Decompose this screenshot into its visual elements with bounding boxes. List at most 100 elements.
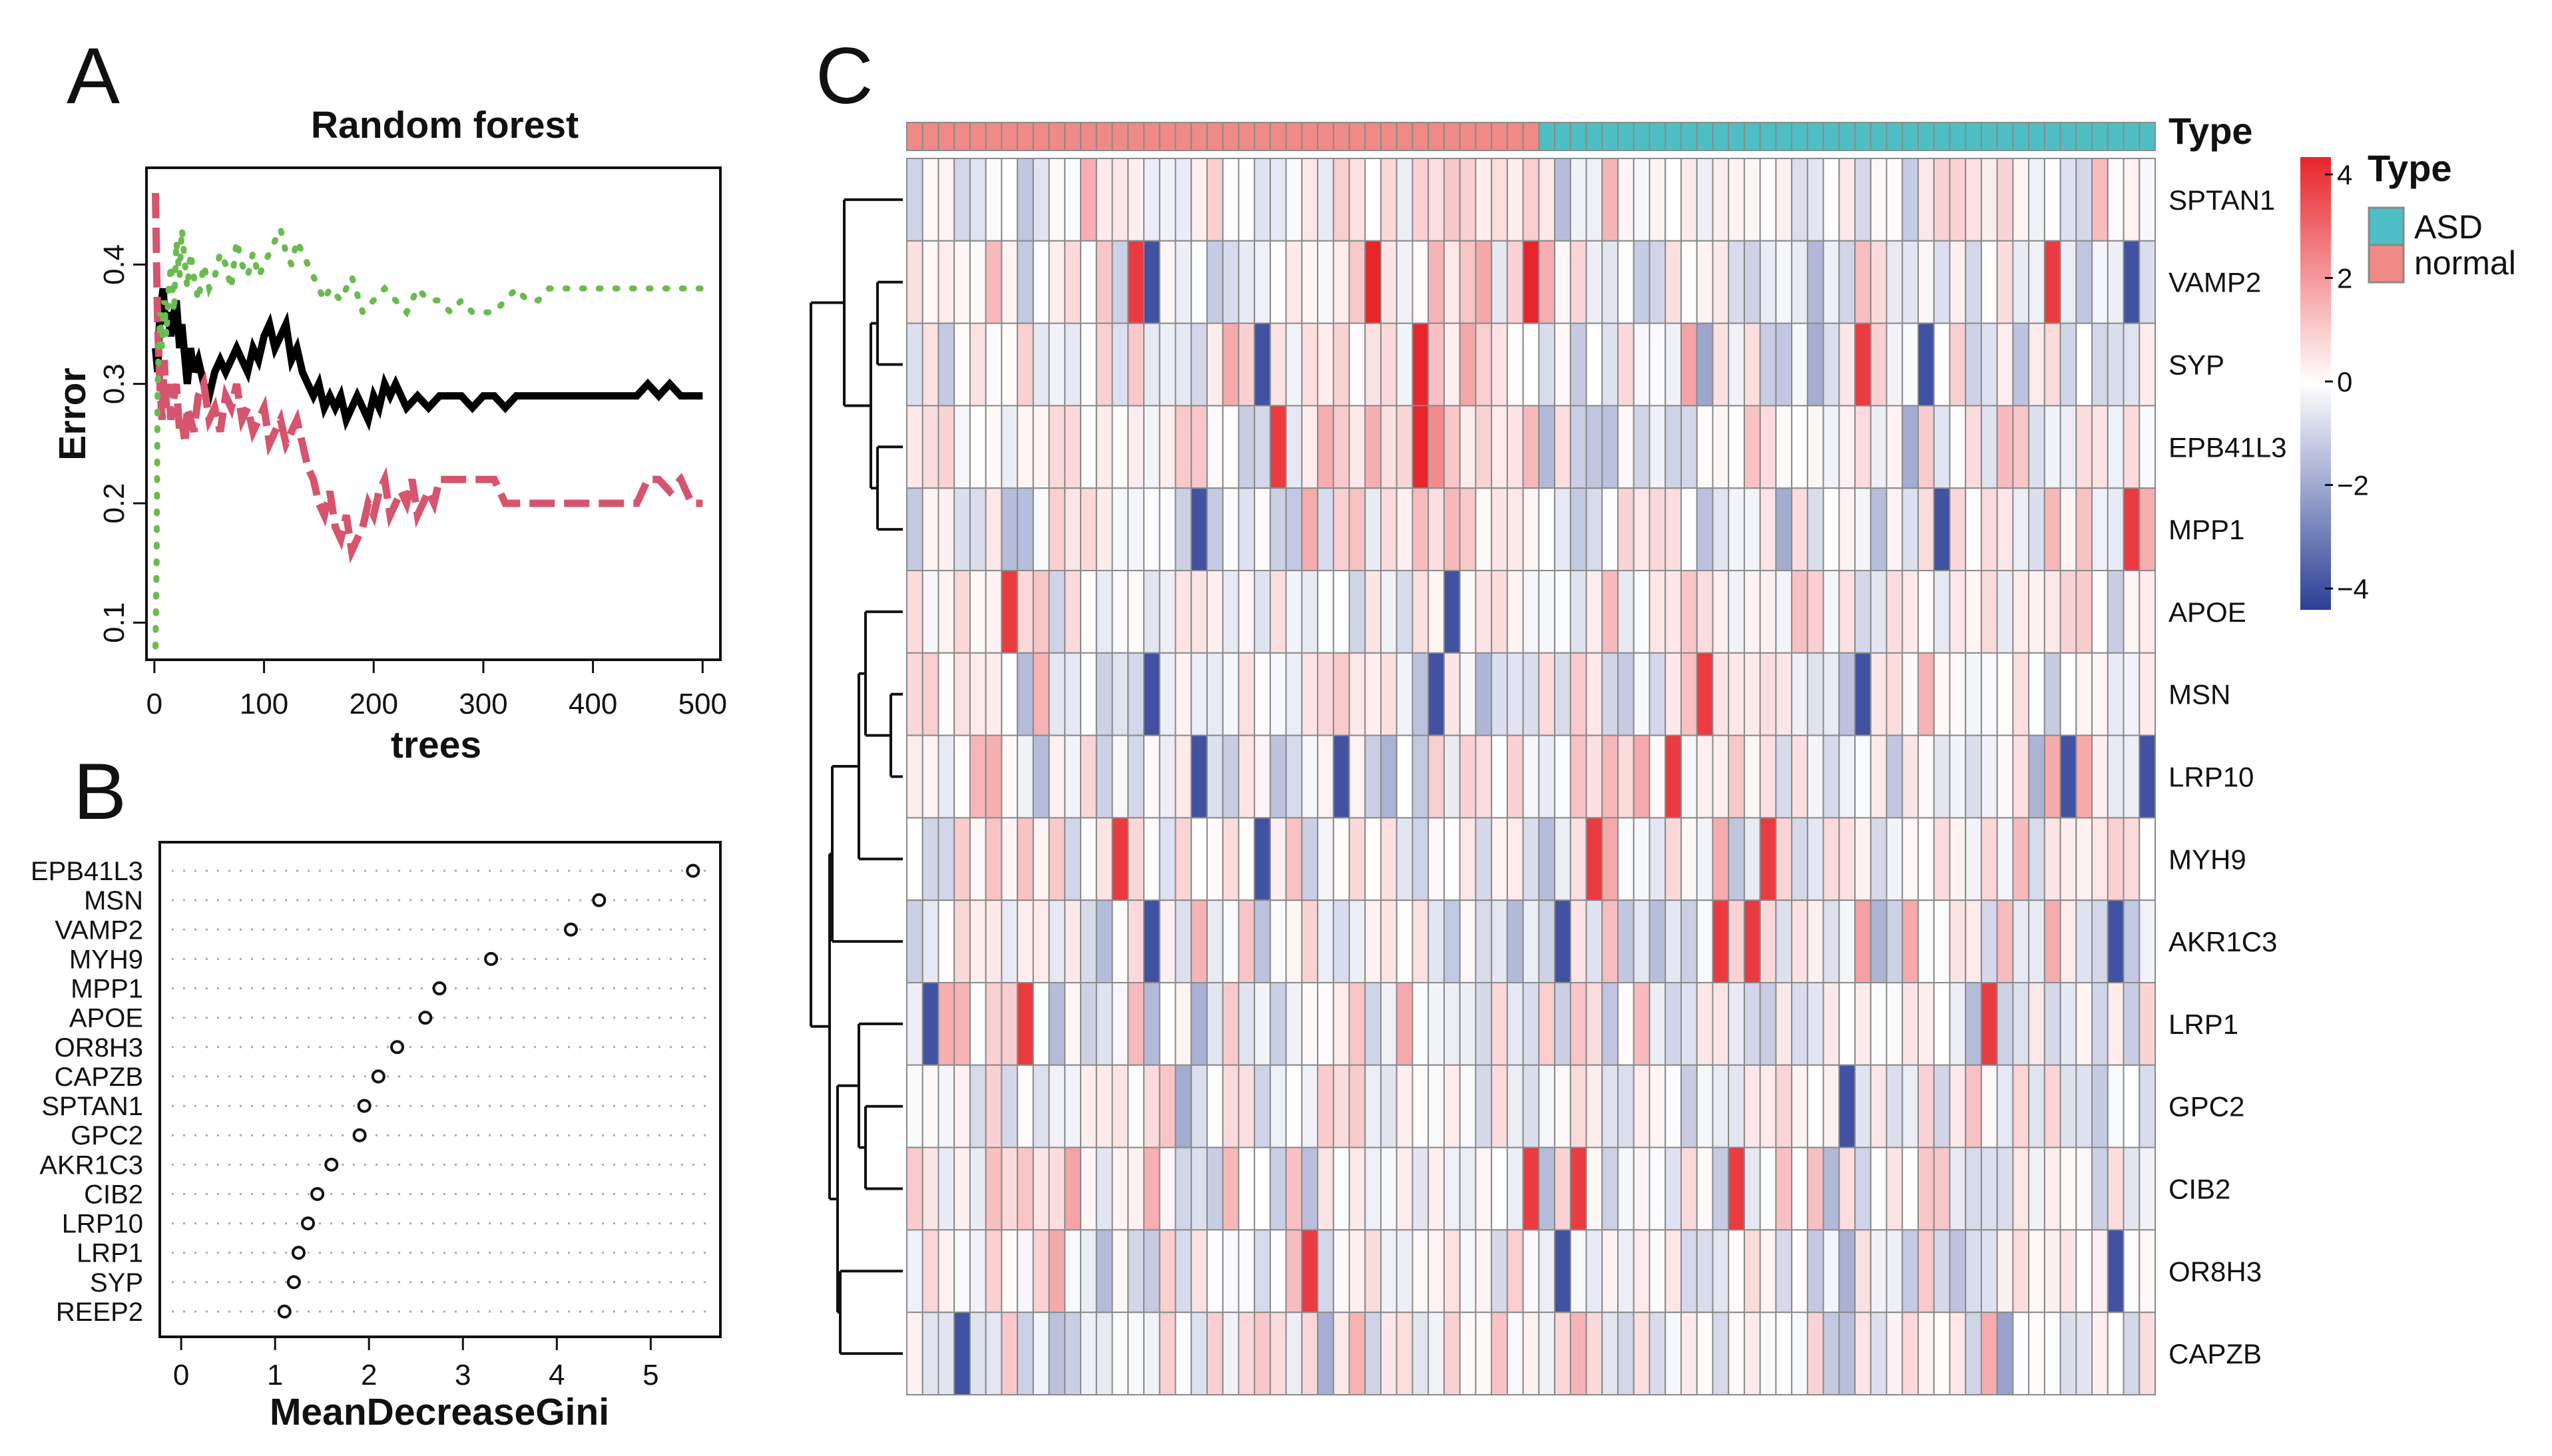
heatmap-cell bbox=[1902, 1312, 1919, 1395]
heatmap-cell bbox=[1285, 817, 1303, 901]
annotation-cell bbox=[1285, 122, 1303, 151]
heatmap-cell bbox=[1506, 570, 1524, 654]
heatmap-cell bbox=[1933, 1064, 1951, 1148]
heatmap-cell bbox=[1886, 322, 1904, 407]
heatmap-cell bbox=[1569, 570, 1587, 654]
heatmap-cell bbox=[1775, 1229, 1793, 1314]
rf-series-class2 bbox=[152, 219, 706, 650]
heatmap-cell bbox=[953, 899, 971, 983]
heatmap-cell bbox=[1048, 1229, 1066, 1314]
heatmap-cell bbox=[906, 487, 923, 572]
heatmap-cell bbox=[1696, 899, 1714, 983]
heatmap-cell bbox=[1254, 817, 1271, 901]
heatmap-cell bbox=[1064, 570, 1082, 654]
heatmap-cell bbox=[1411, 1312, 1429, 1395]
heatmap-cell bbox=[1680, 652, 1698, 736]
heatmap-cell bbox=[1080, 899, 1097, 983]
legend-label-normal: normal bbox=[2414, 244, 2516, 282]
heatmap-cell bbox=[1254, 487, 1271, 572]
heatmap-cell bbox=[1190, 240, 1208, 324]
heatmap-cell bbox=[1759, 487, 1777, 572]
heatmap-cell bbox=[1301, 405, 1319, 489]
heatmap-cell bbox=[2123, 1146, 2141, 1231]
heatmap-cell bbox=[1048, 240, 1066, 324]
heatmap-cell bbox=[1064, 158, 1082, 242]
gini-gene-label: MPP1 bbox=[71, 975, 143, 1004]
heatmap-cell bbox=[2028, 1312, 2045, 1395]
heatmap-cell bbox=[1127, 899, 1145, 983]
heatmap-cell bbox=[1127, 405, 1145, 489]
heatmap-cell bbox=[1506, 1312, 1524, 1395]
heatmap-cell bbox=[906, 1229, 923, 1314]
heatmap-cell bbox=[1095, 899, 1113, 983]
heatmap-cell bbox=[921, 1146, 939, 1231]
heatmap-cell bbox=[1411, 487, 1429, 572]
heatmap-cell bbox=[1443, 1146, 1461, 1231]
heatmap-cell bbox=[1443, 487, 1461, 572]
heatmap-cell bbox=[1601, 487, 1619, 572]
heatmap-panel: Type SPTAN1 VAMP2 SYP EPB41L3 MPP1 APOE MSN LRP… bbox=[810, 110, 2516, 1395]
annotation-cell bbox=[1032, 122, 1050, 151]
heatmap-cell bbox=[1143, 240, 1160, 324]
heatmap-cell bbox=[1364, 982, 1382, 1066]
heatmap-cell bbox=[1996, 982, 2014, 1066]
gini-gene-label: APOE bbox=[69, 1004, 143, 1033]
heatmap-cell bbox=[1017, 982, 1034, 1066]
heatmap-cell bbox=[1617, 405, 1635, 489]
heatmap-cell bbox=[1806, 1146, 1824, 1231]
heatmap-cell bbox=[1348, 158, 1366, 242]
heatmap-cell bbox=[2139, 487, 2157, 572]
heatmap-cell bbox=[1396, 899, 1413, 983]
heatmap-cell bbox=[1917, 652, 1935, 736]
heatmap-cell bbox=[1933, 817, 1951, 901]
heatmap-cell bbox=[1411, 982, 1429, 1066]
heatmap-cell bbox=[1712, 734, 1730, 819]
heatmap-cell bbox=[1380, 240, 1398, 324]
heatmap-cell bbox=[1728, 1064, 1745, 1148]
heatmap-cell bbox=[1238, 982, 1256, 1066]
heatmap-cell bbox=[1506, 1064, 1524, 1148]
heatmap-cell bbox=[1522, 240, 1540, 324]
heatmap-cell bbox=[969, 1146, 987, 1231]
heatmap-cell bbox=[1174, 734, 1192, 819]
heatmap-cell bbox=[1048, 734, 1066, 819]
heatmap-cell bbox=[1064, 1229, 1082, 1314]
heatmap-cell bbox=[1206, 817, 1224, 901]
gini-x-label: MeanDecreaseGini bbox=[270, 1391, 609, 1433]
annotation-cell bbox=[1902, 122, 1919, 151]
heatmap-cell bbox=[1317, 1146, 1334, 1231]
rf-title: Random forest bbox=[311, 104, 579, 146]
heatmap-cell bbox=[2059, 240, 2077, 324]
heatmap-cell bbox=[2028, 1229, 2045, 1314]
heatmap-cell bbox=[2107, 734, 2125, 819]
heatmap-cell bbox=[1601, 1064, 1619, 1148]
heatmap-cell bbox=[2139, 570, 2157, 654]
heatmap-cell bbox=[1411, 1146, 1429, 1231]
heatmap-cell bbox=[1696, 734, 1714, 819]
heatmap-cell bbox=[1491, 899, 1508, 983]
heatmap-cell bbox=[1190, 817, 1208, 901]
heatmap-cell bbox=[1617, 1064, 1635, 1148]
heatmap-cell bbox=[953, 1146, 971, 1231]
heatmap-cell bbox=[1348, 1229, 1366, 1314]
heatmap-cell bbox=[1064, 405, 1082, 489]
heatmap-cell bbox=[1206, 652, 1224, 736]
heatmap-cell bbox=[1080, 982, 1097, 1066]
heatmap-cell bbox=[1854, 1146, 1872, 1231]
heatmap-cell bbox=[1427, 817, 1445, 901]
heatmap-cell bbox=[1348, 1146, 1366, 1231]
heatmap-cell bbox=[1806, 734, 1824, 819]
heatmap-cell bbox=[1285, 570, 1303, 654]
heatmap-cell bbox=[985, 322, 1003, 407]
heatmap-cell bbox=[1143, 1146, 1160, 1231]
heatmap-cell bbox=[1791, 322, 1808, 407]
heatmap-cell bbox=[1174, 240, 1192, 324]
heatmap-cell bbox=[1396, 158, 1413, 242]
heatmap-cell bbox=[1317, 1064, 1334, 1148]
heatmap-cell bbox=[1996, 817, 2014, 901]
heatmap-cell bbox=[921, 1229, 939, 1314]
heatmap-cell bbox=[1617, 158, 1635, 242]
heatmap-cell bbox=[2075, 1146, 2093, 1231]
heatmap-cell bbox=[1554, 240, 1571, 324]
heatmap-cell bbox=[1491, 405, 1508, 489]
